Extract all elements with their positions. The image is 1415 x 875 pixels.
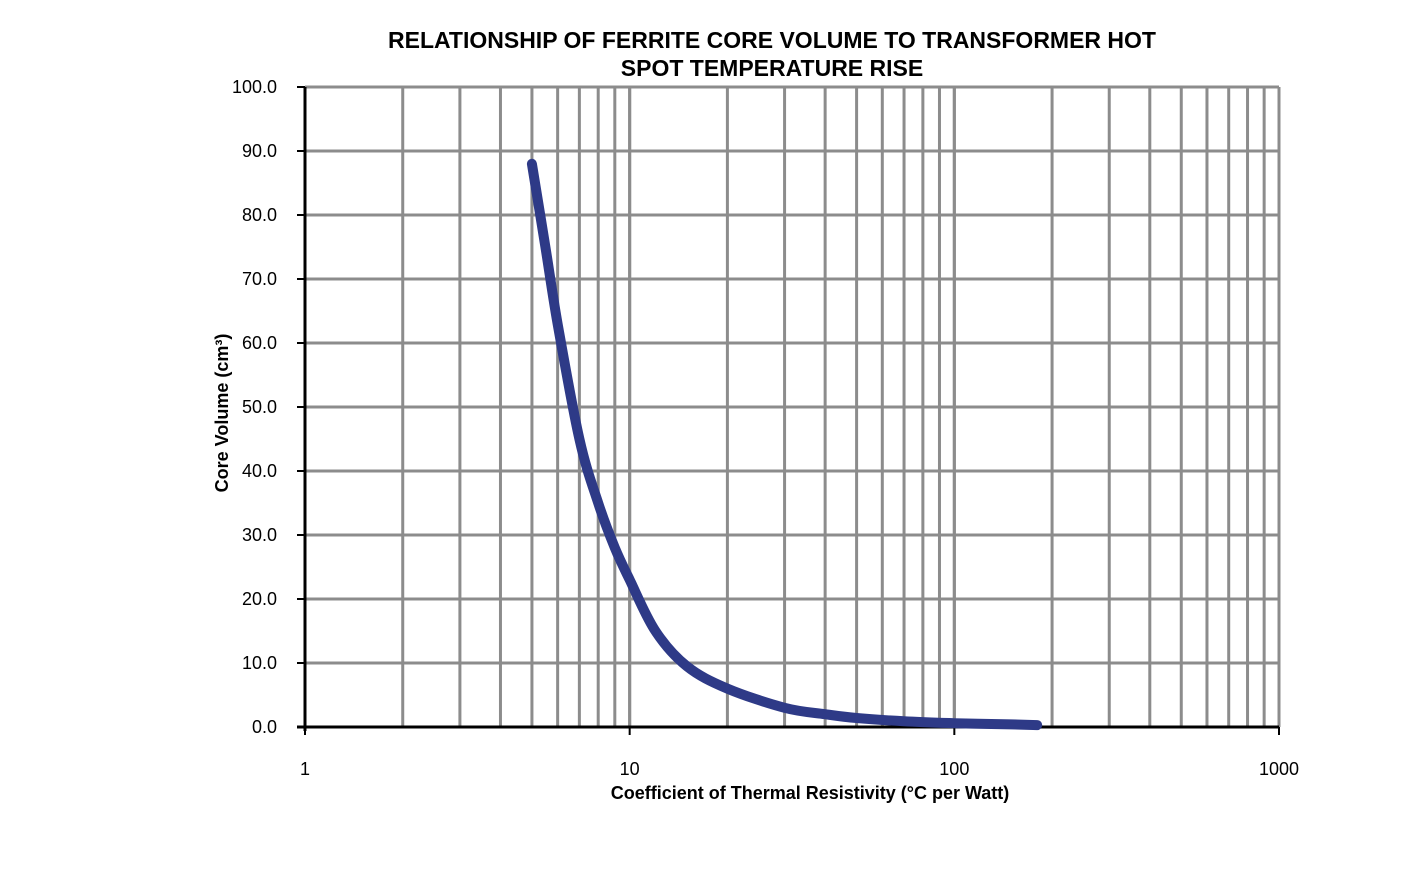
y-tick-labels: 0.0 10.0 20.0 30.0 40.0 50.0 60.0 70.0 80.0 90.0 1…	[232, 77, 277, 737]
x-tick-label: 1000	[1259, 759, 1299, 779]
chart-title-line-2: SPOT TEMPERATURE RISE	[621, 55, 923, 81]
x-tick-label: 10	[620, 759, 640, 779]
x-tick-label: 100	[939, 759, 969, 779]
y-tick-label: 0.0	[252, 717, 277, 737]
x-tick-label: 1	[300, 759, 310, 779]
x-axis-label: Coefficient of Thermal Resistivity (°C p…	[611, 783, 1010, 803]
y-tick-label: 100.0	[232, 77, 277, 97]
y-tick-label: 10.0	[242, 653, 277, 673]
y-tick-label: 50.0	[242, 397, 277, 417]
y-tick-label: 40.0	[242, 461, 277, 481]
y-tick-label: 20.0	[242, 589, 277, 609]
y-tick-label: 80.0	[242, 205, 277, 225]
series-line	[526, 158, 1043, 731]
y-tick-label: 90.0	[242, 141, 277, 161]
y-axis-label: Core Volume (cm³)	[212, 334, 232, 493]
series-layer	[526, 158, 1043, 731]
y-tick-label: 60.0	[242, 333, 277, 353]
y-tick-label: 70.0	[242, 269, 277, 289]
x-tick-labels: 1 10 100 1000	[300, 759, 1299, 779]
y-tick-label: 30.0	[242, 525, 277, 545]
gridlines	[305, 85, 1281, 727]
axes	[297, 86, 1280, 735]
chart-title-line-1: RELATIONSHIP OF FERRITE CORE VOLUME TO T…	[388, 27, 1156, 53]
